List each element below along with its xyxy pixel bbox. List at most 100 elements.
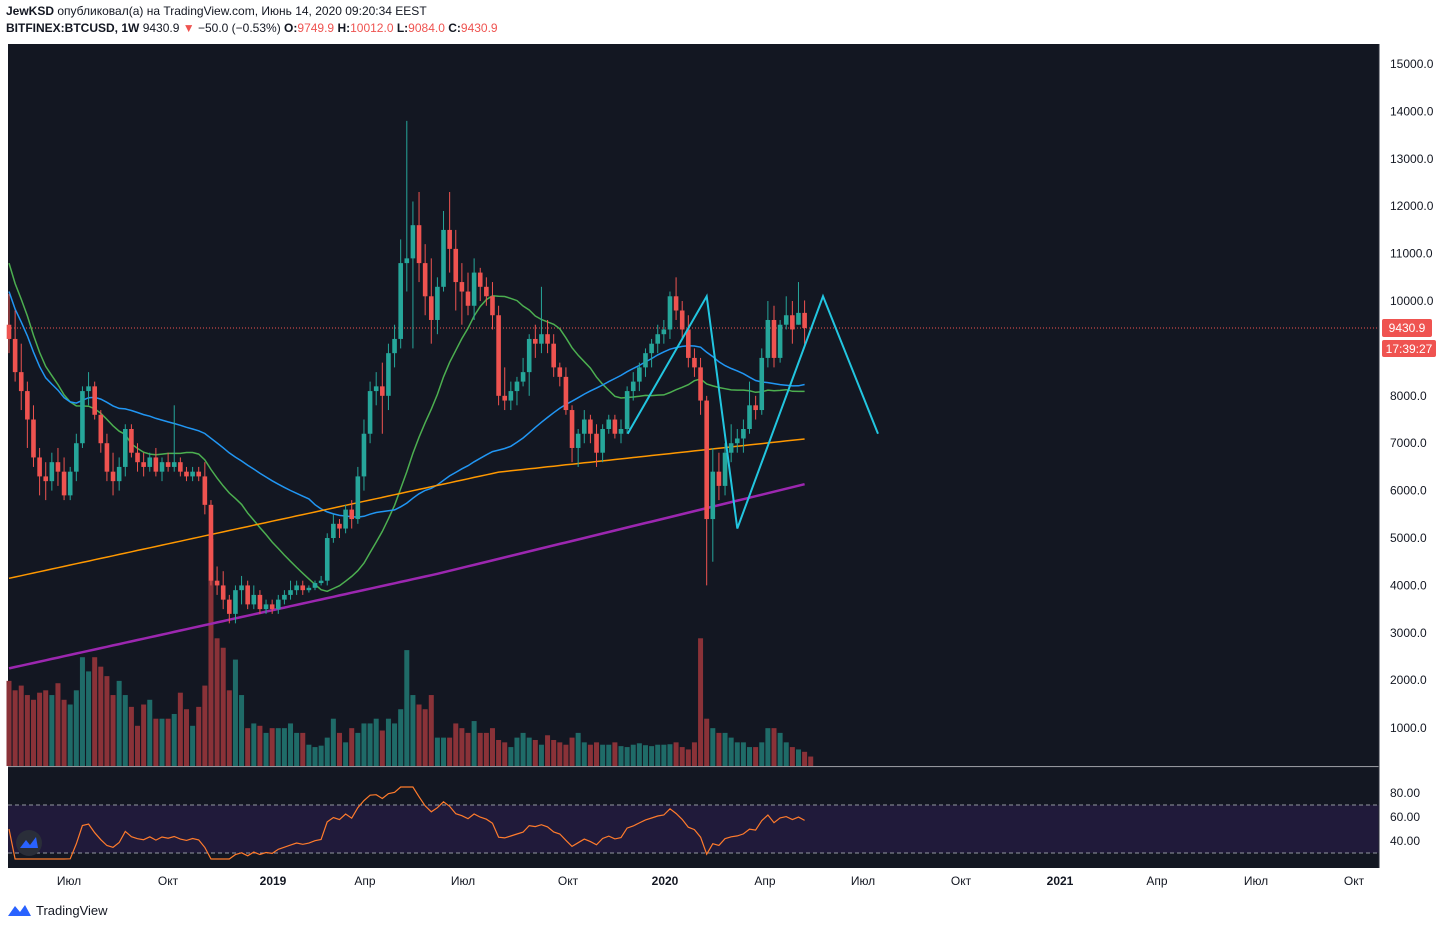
volume-bar <box>245 728 251 766</box>
candle-body <box>416 225 422 264</box>
candle-body <box>190 471 195 477</box>
volume-bar <box>404 650 410 766</box>
volume-bar <box>226 690 232 766</box>
candle-body <box>477 272 483 287</box>
candle-body <box>435 286 440 320</box>
volume-bar <box>92 657 98 766</box>
published-text: опубликовал(а) на TradingView.com, Июнь … <box>57 4 427 18</box>
candle-body <box>630 381 636 392</box>
open-value: 9749.9 <box>297 21 335 35</box>
volume-bar <box>459 728 465 766</box>
volume-bar <box>24 695 30 766</box>
candle-body <box>588 419 593 434</box>
high-value: 10012.0 <box>350 21 394 35</box>
volume-bar <box>447 737 453 766</box>
countdown-tag-text: 17:39:27 <box>1386 342 1433 356</box>
candle-body <box>227 599 232 614</box>
time-tick-label: 2019 <box>260 874 287 888</box>
candle-body <box>600 429 605 453</box>
ma-purple-line <box>8 482 805 670</box>
candle-body <box>398 263 403 339</box>
volume-bar <box>777 732 783 766</box>
time-tick-label: Окт <box>951 874 972 888</box>
candle-body <box>282 594 287 600</box>
volume-bar <box>73 690 79 766</box>
candle-body <box>514 381 520 392</box>
volume-bar <box>722 732 728 766</box>
volume-bar <box>232 659 238 766</box>
time-tick-label: Июл <box>1244 874 1268 888</box>
pattern-drawing[interactable] <box>626 293 879 529</box>
candle-body <box>422 263 428 297</box>
volume-bar <box>196 706 202 766</box>
price-tick-label: 4000.0 <box>1390 578 1427 592</box>
volume-bar <box>294 732 300 766</box>
tradingview-logo-icon[interactable] <box>16 830 42 856</box>
volume-bar <box>330 718 336 766</box>
candle-body <box>465 291 471 306</box>
price-tick-label: 7000.0 <box>1390 436 1427 450</box>
volume-bar <box>251 723 257 766</box>
candle-body <box>294 585 299 591</box>
volume-bar <box>373 718 379 766</box>
volume-bar <box>385 718 391 766</box>
volume-bar <box>795 749 801 766</box>
author-name[interactable]: JewKSD <box>6 4 55 18</box>
volume-bar <box>673 742 679 766</box>
open-label: O: <box>284 21 298 35</box>
price-pane[interactable] <box>8 44 1379 766</box>
volume-bar <box>734 742 740 766</box>
ma-green-line <box>8 262 805 593</box>
candle-body <box>31 419 36 458</box>
candle-body <box>18 372 24 392</box>
volume-bar <box>508 747 514 766</box>
footer-brand[interactable]: TradingView <box>36 902 108 918</box>
candle-body <box>129 429 134 453</box>
candle-body <box>484 286 489 297</box>
candle-body <box>171 462 177 467</box>
volume-bar <box>728 737 734 766</box>
volume-bar <box>679 747 685 766</box>
candle-body <box>178 462 183 472</box>
candle-body <box>86 386 91 392</box>
candle-body <box>141 462 146 467</box>
volume-bar <box>79 657 85 766</box>
volume-bar <box>361 723 367 766</box>
volume-bar <box>771 728 777 766</box>
candle-body <box>208 504 214 581</box>
time-tick-label: Июл <box>851 874 875 888</box>
volume-bar <box>538 744 544 766</box>
volume-bar <box>502 742 508 766</box>
candle-body <box>349 509 355 520</box>
volume-bar <box>300 732 306 766</box>
candle-body <box>214 580 220 586</box>
candle-body <box>147 457 153 467</box>
volume-bar <box>441 737 447 766</box>
volume-bar <box>655 744 661 766</box>
time-axis[interactable]: Июл Окт 2019 Апр Июл Окт 2020 Апр Июл Окт 2021 Апр И… <box>57 874 1365 888</box>
low-value: 9084.0 <box>408 21 445 35</box>
candle-body <box>275 599 281 610</box>
volume-bar <box>698 638 704 766</box>
price-axis[interactable]: 1000.0 2000.0 3000.0 4000.0 5000.0 6000.0 7000… <box>1390 57 1434 848</box>
candle-body <box>159 462 165 472</box>
volume-bar <box>489 728 495 766</box>
volume-bar <box>526 737 532 766</box>
volume-bar <box>624 747 630 766</box>
price-tag: 9430.9 <box>1382 319 1432 337</box>
candle-body <box>673 296 679 311</box>
volume-bar <box>147 699 153 766</box>
time-tick-label: 2020 <box>652 874 679 888</box>
price-tick-label: 10000.0 <box>1390 294 1434 308</box>
candle-body <box>563 376 569 411</box>
candle-body <box>741 429 746 439</box>
candle-body <box>12 338 18 373</box>
volume-bar <box>740 742 746 766</box>
volume-bar <box>128 706 134 766</box>
volume-bar <box>551 739 557 766</box>
volume-bar <box>667 744 673 766</box>
volume-bar <box>355 732 361 766</box>
volume-bar <box>600 744 606 766</box>
time-tick-label: 2021 <box>1047 874 1074 888</box>
